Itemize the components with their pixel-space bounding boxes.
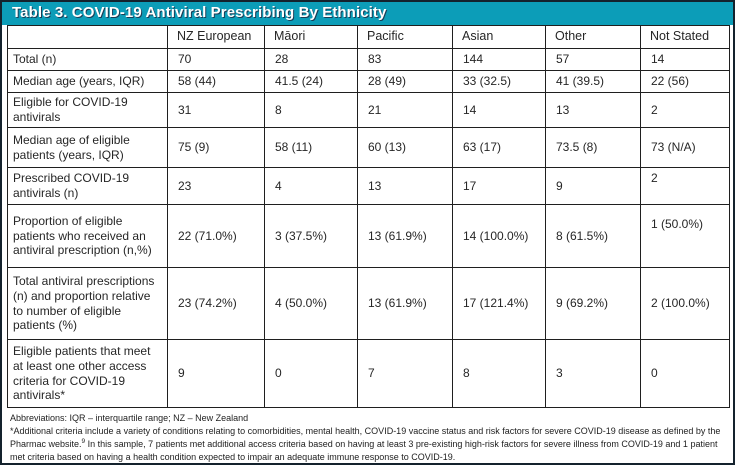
cell-value: 31 [167,92,265,128]
row-label: Total antiviral prescriptions (n) and pr… [7,267,168,340]
col-header-not-stated: Not Stated [640,25,730,49]
cell-value: 3 [545,339,641,408]
row-label: Proportion of eligible patients who rece… [7,204,168,268]
table-row: Median age (years, IQR) 58 (44) 41.5 (24… [7,70,730,93]
row-label: Median age of eligible patients (years, … [7,127,168,168]
cell-value: 75 (9) [167,127,265,168]
cell-value: 4 (50.0%) [264,267,358,340]
table-row: Eligible patients that meet at least one… [7,339,730,408]
footnotes: Abbreviations: IQR – interquartile range… [2,408,733,463]
cell-value: 57 [545,48,641,71]
cell-value: 23 [167,167,265,205]
cell-value: 17 [452,167,546,205]
table-row: Total antiviral prescriptions (n) and pr… [7,267,730,340]
cell-value: 14 [640,48,730,71]
header-row: NZ European Māori Pacific Asian Other No… [7,25,730,49]
cell-value: 9 (69.2%) [545,267,641,340]
corner-cell [7,25,168,49]
cell-value: 3 (37.5%) [264,204,358,268]
cell-value: 28 [264,48,358,71]
table-row: Total (n) 70 28 83 144 57 14 [7,48,730,71]
cell-value: 7 [357,339,453,408]
row-label: Prescribed COVID-19 antivirals (n) [7,167,168,205]
cell-value: 2 [640,92,730,128]
cell-value: 13 [545,92,641,128]
abbreviations-note: Abbreviations: IQR – interquartile range… [10,413,249,423]
col-header-nz-european: NZ European [167,25,265,49]
cell-value: 2 (100.0%) [640,267,730,340]
cell-value: 73 (N/A) [640,127,730,168]
table-row: Eligible for COVID-19 antivirals 31 8 21… [7,92,730,128]
cell-value: 22 (71.0%) [167,204,265,268]
cell-value: 0 [264,339,358,408]
cell-value: 73.5 (8) [545,127,641,168]
cell-value: 14 [452,92,546,128]
table-row: Median age of eligible patients (years, … [7,127,730,168]
cell-value: 2 [640,167,730,205]
citation-superscript: 9 [81,438,86,446]
cell-value: 63 (17) [452,127,546,168]
cell-value: 21 [357,92,453,128]
cell-value: 58 (11) [264,127,358,168]
cell-value: 28 (49) [357,70,453,93]
cell-value: 8 (61.5%) [545,204,641,268]
cell-value: 83 [357,48,453,71]
cell-value: 41.5 (24) [264,70,358,93]
cell-value: 8 [452,339,546,408]
cell-value: 60 (13) [357,127,453,168]
col-header-other: Other [545,25,641,49]
row-label: Eligible patients that meet at least one… [7,339,168,408]
table-row: Proportion of eligible patients who rece… [7,204,730,268]
cell-value: 13 (61.9%) [357,267,453,340]
cell-value: 4 [264,167,358,205]
cell-value: 41 (39.5) [545,70,641,93]
cell-value: 14 (100.0%) [452,204,546,268]
row-label: Total (n) [7,48,168,71]
cell-value: 0 [640,339,730,408]
cell-value: 58 (44) [167,70,265,93]
cell-value: 1 (50.0%) [640,204,730,268]
cell-value: 8 [264,92,358,128]
row-label: Eligible for COVID-19 antivirals [7,92,168,128]
cell-value: 13 [357,167,453,205]
additional-criteria-note: *Additional criteria include a variety o… [10,425,721,462]
col-header-maori: Māori [264,25,358,49]
cell-value: 33 (32.5) [452,70,546,93]
row-label: Median age (years, IQR) [7,70,168,93]
col-header-asian: Asian [452,25,546,49]
cell-value: 13 (61.9%) [357,204,453,268]
ethnicity-table: NZ European Māori Pacific Asian Other No… [7,25,730,408]
cell-value: 9 [545,167,641,205]
cell-value: 70 [167,48,265,71]
cell-value: 9 [167,339,265,408]
cell-value: 23 (74.2%) [167,267,265,340]
cell-value: 144 [452,48,546,71]
col-header-pacific: Pacific [357,25,453,49]
cell-value: 22 (56) [640,70,730,93]
table-title: Table 3. COVID-19 Antiviral Prescribing … [2,2,733,25]
cell-value: 17 (121.4%) [452,267,546,340]
table-row: Prescribed COVID-19 antivirals (n) 23 4 … [7,167,730,205]
